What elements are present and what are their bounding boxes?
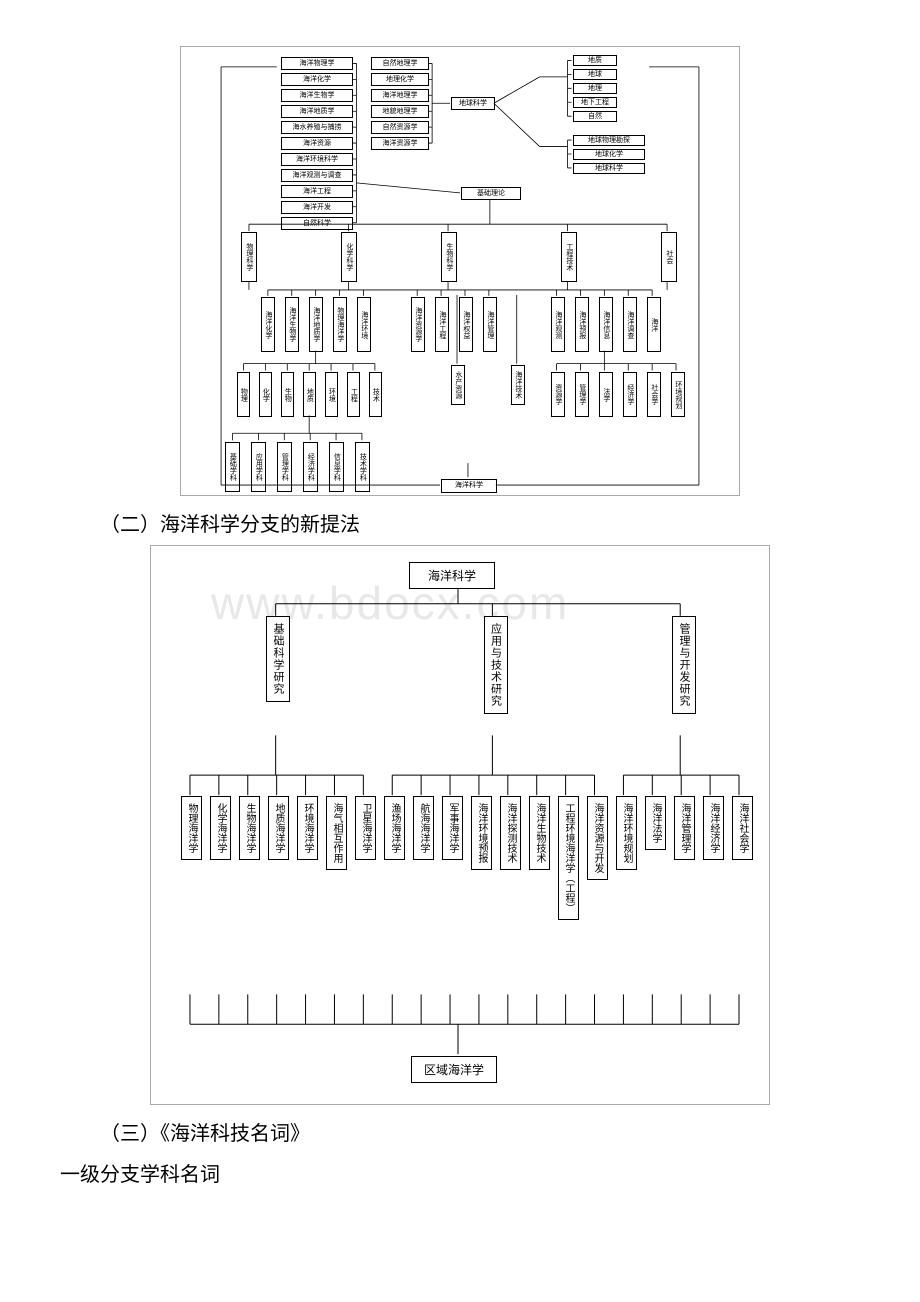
d2-leaf: 军事海洋学	[442, 796, 463, 860]
diagram-2-frame: www.bdocx.com 海洋科学基础科学研究 应用与技术研究 管理与开发研究物理…	[150, 545, 770, 1105]
d1-tr-a: 地理	[573, 83, 617, 94]
d1-topleft: 海洋工程	[281, 185, 353, 198]
d1-r5: 信息学科	[329, 442, 344, 492]
d1-bottom: 海洋科学	[441, 479, 497, 493]
d1-r4b: 社会学	[647, 372, 661, 417]
d1-r4a: 环境	[325, 372, 338, 417]
d1-row2: 社会	[661, 232, 677, 282]
d1-topleft: 自然科学	[281, 217, 353, 230]
d2-leaf: 海洋管理学	[674, 796, 695, 860]
d1-r3a: 海洋化学	[261, 297, 275, 352]
d1-topleft: 海水养殖与捕捞	[281, 121, 353, 134]
d2-leaf: 卫星海洋学	[355, 796, 376, 860]
d1-r3c: 海洋调查	[623, 297, 637, 352]
d2-leaf: 化学海洋学	[210, 796, 231, 860]
d1-topleft: 海洋资源	[281, 137, 353, 150]
d1-r3c: 海洋观测	[551, 297, 565, 352]
d1-r4b: 经济学	[623, 372, 637, 417]
d2-leaf: 海洋资源与开发	[587, 796, 608, 880]
d1-r3mid: 水产资源	[451, 365, 465, 405]
d1-tr-a: 自然	[573, 111, 617, 122]
d1-topmid: 海洋地理学	[371, 89, 429, 102]
d1-r4b: 法学	[599, 372, 613, 417]
d1-topmid: 地理化学	[371, 73, 429, 86]
d2-leaf: 海洋环境规划	[616, 796, 637, 870]
d1-topmid: 地貌地理学	[371, 105, 429, 118]
d1-tr-a: 地下工程	[573, 97, 617, 108]
d2-leaf: 海洋环境预报	[471, 796, 492, 870]
d2-leaf: 海洋法学	[645, 796, 666, 850]
d1-r5: 管理学科	[277, 442, 292, 492]
d2-leaf: 渔场海洋学	[384, 796, 405, 860]
d1-topmid: 海洋资源学	[371, 137, 429, 150]
d1-bridge: 基础理论	[461, 187, 521, 200]
d2-bottom: 区域海洋学	[411, 1056, 497, 1083]
d1-row2: 化学科学	[341, 232, 357, 282]
d1-r3a: 海洋地质学	[309, 297, 323, 352]
section-2-title: （二）海洋科学分支的新提法	[60, 508, 860, 537]
d2-leaf: 工程环境海洋学（工程）	[558, 796, 579, 920]
d1-r3c: 海洋预报	[575, 297, 589, 352]
section-3-subtitle: 一级分支学科名词	[60, 1158, 860, 1187]
d1-r3c: 海洋信息	[599, 297, 613, 352]
d2-leaf: 地质海洋学	[268, 796, 289, 860]
d1-r4a: 生物	[281, 372, 294, 417]
d1-tr-b: 地球化学	[573, 149, 645, 160]
d1-r4b: 资源学	[551, 372, 565, 417]
d1-tr-a: 地质	[573, 55, 617, 66]
d1-row2: 生物科学	[441, 232, 457, 282]
d1-r3c: 海洋	[647, 297, 661, 352]
d1-row2: 物理科学	[241, 232, 257, 282]
d2-leaf: 物理海洋学	[181, 796, 202, 860]
d1-r3a: 海洋环境	[357, 297, 371, 352]
d1-topleft: 海洋化学	[281, 73, 353, 86]
d1-topleft: 海洋开发	[281, 201, 353, 214]
d1-r4b: 管理学	[575, 372, 589, 417]
d1-r4a: 技术	[369, 372, 382, 417]
d1-tr-b: 地球科学	[573, 163, 645, 174]
d1-r5: 经济学科	[303, 442, 318, 492]
d1-r3b: 海洋工程	[435, 297, 449, 352]
d1-r3a: 海洋生物学	[285, 297, 299, 352]
d1-r4a: 地质	[303, 372, 316, 417]
d2-leaf: 海洋社会学	[732, 796, 753, 860]
d1-r5: 应用学科	[251, 442, 266, 492]
d1-topmid: 自然资源学	[371, 121, 429, 134]
d2-leaf: 海洋探测技术	[500, 796, 521, 870]
d2-leaf: 航海海洋学	[413, 796, 434, 860]
d1-r4b: 环境规划	[671, 372, 685, 417]
d2-leaf: 海洋生物技术	[529, 796, 550, 870]
d2-mid: 应用与技术研究	[484, 616, 508, 714]
d1-topleft: 海洋观测与调查	[281, 169, 353, 182]
d1-topleft: 海洋地质学	[281, 105, 353, 118]
d1-r4a: 化学	[259, 372, 272, 417]
d2-leaf: 海洋经济学	[703, 796, 724, 860]
d1-r4a: 物理	[237, 372, 250, 417]
watermark-text: www.bdocx.com	[211, 576, 569, 630]
d1-r3b: 海洋管理	[483, 297, 497, 352]
d2-mid: 基础科学研究	[266, 616, 290, 702]
d2-root: 海洋科学	[409, 562, 495, 589]
d2-leaf: 环境海洋学	[297, 796, 318, 860]
d2-leaf: 海气相互作用	[326, 796, 347, 870]
d1-r3b: 海洋资源学	[411, 297, 425, 352]
d1-tr-a: 地球	[573, 69, 617, 80]
section-3-title: （三）《海洋科技名词》	[60, 1117, 860, 1146]
d1-topmid: 自然地理学	[371, 57, 429, 70]
d1-topleft: 海洋环境科学	[281, 153, 353, 166]
d1-r3a: 物理海洋学	[333, 297, 347, 352]
d1-r5: 技术学科	[355, 442, 370, 492]
d1-r4a: 工程	[347, 372, 360, 417]
d1-topleft: 海洋物理学	[281, 57, 353, 70]
diagram-1-frame: 海洋物理学海洋化学海洋生物学海洋地质学海水养殖与捕捞海洋资源海洋环境科学海洋观测…	[180, 46, 740, 496]
d1-hub: 地球科学	[451, 97, 495, 110]
d2-leaf: 生物海洋学	[239, 796, 260, 860]
d1-r3mid2: 海洋技术	[511, 365, 525, 405]
d2-mid: 管理与开发研究	[672, 616, 696, 714]
d1-topleft: 海洋生物学	[281, 89, 353, 102]
d1-r5: 基础学科	[225, 442, 240, 492]
d1-tr-b: 地球物理勘探	[573, 135, 645, 146]
d1-row2: 工程技术	[561, 232, 577, 282]
d1-r3b: 海洋权益	[459, 297, 473, 352]
